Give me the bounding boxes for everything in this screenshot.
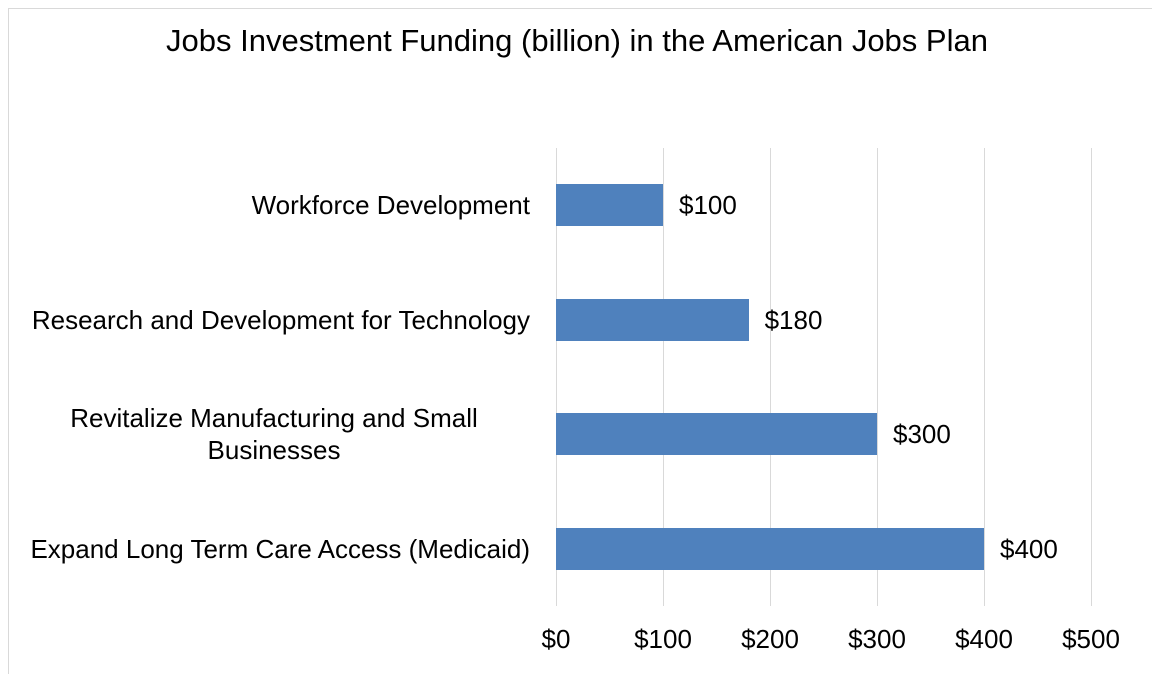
value-label: $100 [679,190,737,221]
grid-line [555,148,557,606]
value-label: $300 [893,419,951,450]
bar [556,298,749,341]
grid-line [1090,148,1092,606]
category-label-box: Expand Long Term Care Access (Medicaid) [18,533,530,565]
x-tick-label: $300 [848,624,906,654]
value-label: $400 [1000,533,1058,564]
grid-line [983,148,985,606]
x-tick-label: $200 [741,624,799,654]
bar [556,413,877,456]
y-tick-label: Expand Long Term Care Access (Medicaid) [30,533,530,564]
grid-line [662,148,664,606]
chart-title-box: Jobs Investment Funding (billion) in the… [0,22,1154,60]
chart-frame [8,8,1152,674]
grid-line [876,148,878,606]
x-tick-label: $0 [541,624,571,654]
y-tick-label: Workforce Development [251,190,530,221]
value-label: $180 [764,304,823,335]
category-label-box: Workforce Development [18,189,530,221]
x-tick-label: $100 [634,624,692,654]
category-label-box: Research and Development for Technology [18,304,530,336]
bar [556,184,663,227]
y-tick-label: Research and Development for Technology [31,304,530,335]
y-tick-label: Revitalize Manufacturing and Small Busin… [70,403,478,466]
x-tick-label: $400 [955,624,1013,654]
chart-title: Jobs Investment Funding (billion) in the… [166,23,988,58]
x-tick-label: $500 [1062,624,1120,654]
bar [556,527,984,570]
grid-line [769,148,771,606]
category-label-box: Revitalize Manufacturing and Small Busin… [18,402,530,466]
